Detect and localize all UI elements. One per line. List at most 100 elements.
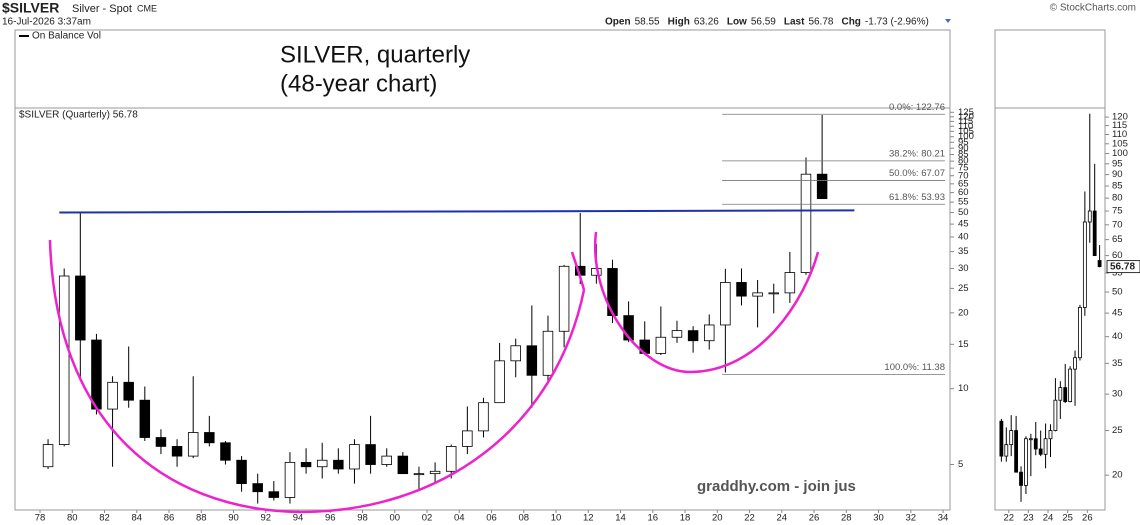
header-bg (0, 0, 1140, 28)
y-tick-label: 30 (958, 263, 969, 274)
quote-label: High (668, 17, 690, 28)
y-tick-label: 60 (1112, 250, 1123, 261)
y-tick-label: 45 (1112, 308, 1123, 319)
indicator-label: On Balance Vol (32, 31, 101, 42)
x-tick-label: 86 (164, 513, 175, 524)
candle-body (462, 430, 473, 447)
candle-body (429, 470, 441, 475)
y-tick-label: 125 (958, 107, 974, 118)
y-tick-label: 85 (1112, 181, 1123, 192)
candle-body (268, 491, 280, 498)
candle-body (1028, 438, 1033, 441)
quote-label: Last (784, 17, 805, 28)
candle-body (800, 173, 812, 273)
y-tick-label: 10 (958, 383, 969, 394)
candle-body (381, 455, 392, 465)
series-label: $SILVER (Quarterly) 56.78 (19, 110, 138, 121)
symbol: $SILVER (2, 0, 59, 16)
exchange: CME (137, 3, 157, 13)
y-tick-label: 5 (958, 459, 963, 470)
candle-body (1058, 387, 1063, 401)
x-tick-label: 20 (712, 513, 723, 524)
candle-body (1033, 438, 1038, 450)
x-tick-label: 26 (809, 513, 820, 524)
candle-body (1024, 438, 1028, 486)
candle-body (1043, 438, 1048, 455)
price-tag: 56.78 (1110, 261, 1135, 272)
x-tick-label: 30 (873, 513, 884, 524)
y-tick-label: 120 (1112, 112, 1128, 123)
candle-body (365, 444, 376, 465)
candle-body (316, 459, 328, 468)
x-tick-label: 94 (293, 513, 304, 524)
y-tick-label: 45 (958, 219, 969, 230)
candle-body (75, 275, 86, 341)
y-tick-label: 100 (958, 131, 974, 142)
quote-value: 56.78 (808, 17, 833, 28)
x-tick-label: 04 (454, 513, 465, 524)
x-tick-label: 88 (196, 513, 207, 524)
y-tick-label: 40 (1112, 331, 1123, 342)
quote-label: Low (727, 17, 747, 28)
candle-body (1014, 430, 1019, 473)
candle-body (171, 446, 183, 457)
y-tick-label: 75 (1112, 206, 1123, 217)
candle-body (655, 336, 667, 354)
quote-label: Chg (841, 17, 860, 28)
candle-body (1019, 471, 1023, 486)
candle-body (687, 330, 699, 342)
candle-body (768, 292, 779, 295)
candle-body (1082, 221, 1087, 308)
x-tick-label: 06 (486, 513, 497, 524)
fib-label: 50.0%: 67.07 (889, 168, 945, 179)
y-tick-label: 15 (958, 339, 969, 350)
candle-body (204, 432, 215, 444)
candle-body (1048, 430, 1053, 440)
y-tick-label: 50 (1112, 287, 1123, 298)
handle-arc (593, 231, 820, 374)
fib-label: 0.0%: 122.76 (889, 102, 945, 113)
y-tick-label: 65 (958, 178, 969, 189)
candle-body (1038, 448, 1043, 455)
y-tick-label: 25 (1112, 425, 1123, 436)
y-tick-label: 85 (958, 149, 969, 160)
candle-body (1009, 430, 1014, 446)
y-tick-label: 60 (958, 187, 969, 198)
candle-body (349, 444, 360, 470)
x-tick-label: 18 (680, 513, 691, 524)
y-tick-label: 115 (1112, 120, 1127, 131)
candle-body (494, 360, 505, 404)
x-tick-label: 14 (615, 513, 626, 524)
y-tick-label: 35 (1112, 358, 1123, 369)
candle-body (1087, 210, 1092, 223)
y-tick-label: 40 (958, 231, 969, 242)
y-tick-label: 20 (958, 307, 969, 318)
fib-label: 38.2%: 80.21 (889, 148, 945, 159)
candle-body (284, 461, 296, 498)
candle-body (816, 173, 828, 200)
y-tick-label: 95 (1112, 158, 1123, 169)
candle-body (558, 265, 570, 332)
x-tick-label: 24 (777, 513, 788, 524)
fib-label: 61.8%: 53.93 (889, 192, 945, 203)
candle-body (1053, 399, 1058, 431)
x-tick-label: 02 (422, 513, 433, 524)
candle-body (510, 345, 521, 362)
x-tick-label: 84 (131, 513, 142, 524)
x-tick-label: 22 (1003, 513, 1014, 524)
y-tick-label: 90 (958, 143, 969, 154)
resistance-line (59, 209, 855, 214)
y-tick-label: 105 (958, 126, 974, 137)
candle-body (1073, 357, 1077, 370)
candle-body (397, 455, 409, 475)
y-tick-label: 30 (1112, 389, 1123, 400)
dropdown-icon[interactable] (945, 19, 951, 23)
candle-body (252, 483, 263, 493)
x-tick-label: 32 (906, 513, 917, 524)
x-tick-label: 34 (938, 513, 949, 524)
candle-body (220, 442, 231, 461)
x-tick-label: 92 (260, 513, 271, 524)
candle-body (1004, 444, 1009, 457)
y-tick-label: 20 (1112, 470, 1123, 481)
